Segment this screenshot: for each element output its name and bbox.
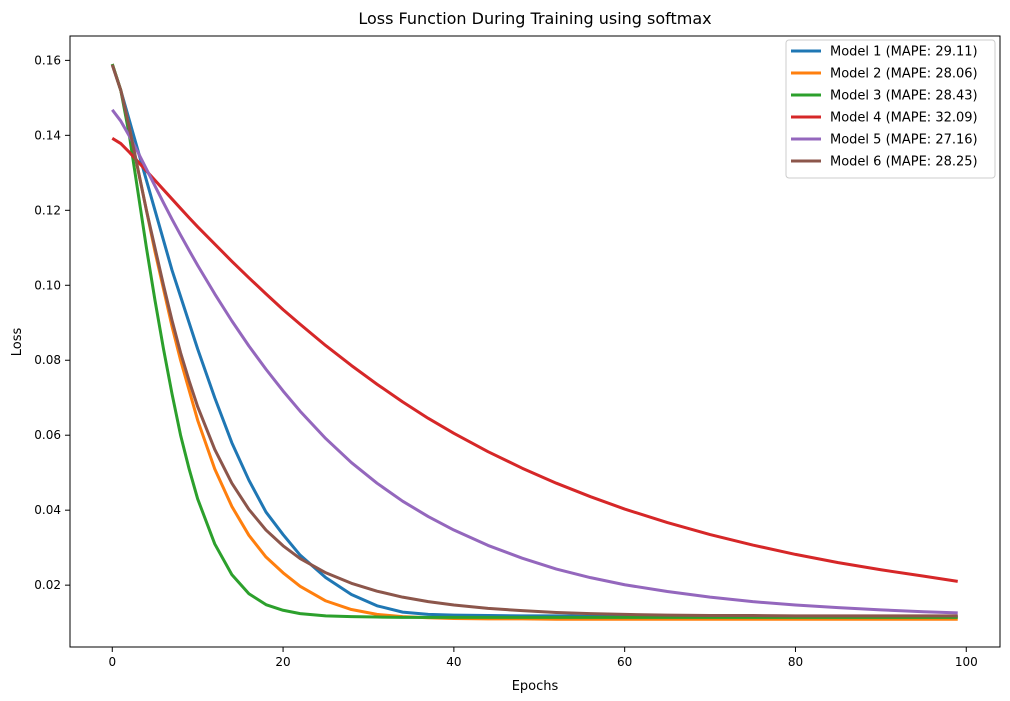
- x-tick-label: 0: [108, 655, 116, 669]
- y-tick-label: 0.02: [34, 578, 61, 592]
- series-line-model-4: [111, 137, 958, 583]
- series-line-model-3: [110, 63, 958, 619]
- y-tick-label: 0.16: [34, 53, 61, 67]
- x-axis-label: Epochs: [512, 679, 559, 694]
- y-tick-label: 0.10: [34, 278, 61, 292]
- legend-label-model-2: Model 2 (MAPE: 28.06): [830, 67, 978, 82]
- x-tick-label: 40: [446, 655, 461, 669]
- y-tick-label: 0.12: [34, 203, 61, 217]
- x-tick-label: 80: [788, 655, 803, 669]
- y-axis-label: Loss: [10, 328, 25, 357]
- legend-box: [785, 39, 996, 179]
- series-line-model-6: [110, 64, 958, 618]
- legend-label-model-4: Model 4 (MAPE: 32.09): [830, 111, 978, 126]
- legend-label-model-1: Model 1 (MAPE: 29.11): [830, 45, 978, 60]
- legend-label-model-6: Model 6 (MAPE: 28.25): [830, 155, 978, 170]
- y-tick-label: 0.14: [34, 128, 61, 142]
- y-axis: 0.02 0.04 0.06 0.08 0.10 0.12 0.14 0.16: [34, 53, 70, 592]
- chart-title: Loss Function During Training using soft…: [358, 9, 711, 28]
- x-axis: 0 20 40 60 80 100: [108, 647, 978, 669]
- series-line-model-5: [111, 108, 958, 615]
- series-layer: [110, 63, 958, 621]
- y-tick-label: 0.06: [34, 428, 61, 442]
- legend: Model 1 (MAPE: 29.11) Model 2 (MAPE: 28.0…: [785, 39, 996, 179]
- plot-area: [69, 35, 1001, 648]
- x-tick-label: 20: [275, 655, 290, 669]
- x-tick-label: 60: [617, 655, 632, 669]
- legend-label-model-3: Model 3 (MAPE: 28.43): [830, 89, 978, 104]
- y-tick-label: 0.04: [34, 503, 61, 517]
- axes-frame: [69, 35, 1001, 648]
- y-tick-label: 0.08: [34, 353, 61, 367]
- x-tick-label: 100: [955, 655, 978, 669]
- legend-label-model-5: Model 5 (MAPE: 27.16): [830, 133, 978, 148]
